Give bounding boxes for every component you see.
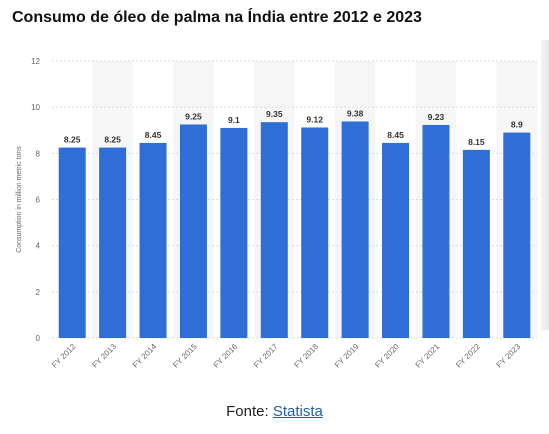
x-tick-label: FY 2022 (454, 342, 482, 370)
y-tick-label: 8 (36, 149, 41, 158)
x-tick-label: FY 2023 (495, 342, 523, 370)
y-tick-label: 10 (31, 103, 40, 112)
x-tick-label: FY 2015 (171, 342, 199, 370)
y-axis-ticks: 0 2 4 6 8 10 12 (31, 57, 40, 343)
bar-value-label: 8.45 (145, 130, 162, 140)
bar (422, 124, 450, 339)
y-tick-label: 0 (36, 334, 41, 343)
bar-value-label: 9.35 (266, 109, 283, 119)
x-tick-label: FY 2014 (131, 342, 159, 370)
bar (179, 124, 207, 339)
source-line: Fonte: Statista (0, 403, 549, 420)
bar-value-label: 8.9 (511, 120, 523, 130)
y-tick-label: 4 (36, 242, 41, 251)
y-tick-label: 12 (31, 57, 40, 66)
bar (260, 122, 288, 338)
bar-value-label: 9.23 (428, 112, 445, 122)
bar (139, 142, 167, 338)
bar (301, 127, 329, 338)
x-tick-label: FY 2016 (212, 342, 240, 370)
source-prefix: Fonte: (226, 403, 269, 420)
chart-title: Consumo de óleo de palma na Índia entre … (12, 9, 422, 26)
bars (58, 121, 531, 339)
bar-value-label: 8.25 (64, 135, 81, 145)
bar-value-label: 9.25 (185, 111, 202, 121)
x-tick-label: FY 2018 (292, 342, 320, 370)
x-tick-label: FY 2017 (252, 342, 280, 370)
y-tick-label: 6 (36, 196, 41, 205)
bar (220, 127, 248, 338)
bar-value-label: 9.38 (347, 108, 364, 118)
bar (341, 121, 369, 338)
grid-lines (52, 60, 537, 339)
bar (99, 147, 127, 338)
bar-value-label: 9.12 (306, 114, 323, 124)
y-tick-label: 2 (36, 288, 41, 297)
bar-value-label: 8.45 (387, 130, 404, 140)
x-tick-label: FY 2020 (373, 342, 401, 370)
bar (503, 132, 531, 338)
bar (462, 149, 490, 338)
x-tick-label: FY 2013 (90, 342, 118, 370)
bar-value-label: 8.15 (468, 137, 485, 147)
bar (382, 142, 410, 338)
source-link[interactable]: Statista (272, 403, 323, 420)
y-axis-title: Consumption in million metric tons (16, 146, 23, 253)
x-axis-ticks: FY 2012 FY 2013 FY 2014 FY 2015 FY 2016 FY 20… (50, 342, 523, 370)
x-tick-label: FY 2012 (50, 342, 78, 370)
x-tick-label: FY 2021 (414, 342, 442, 370)
x-tick-label: FY 2019 (333, 342, 361, 370)
bar-value-label: 8.25 (104, 135, 121, 145)
bar (58, 147, 86, 338)
data-labels: 8.25 8.25 8.45 9.25 9.1 9.35 9.12 9.38 8.45 9.23 8… (64, 108, 523, 146)
scrollbar-edge (541, 40, 549, 330)
bar-value-label: 9.1 (228, 115, 240, 125)
